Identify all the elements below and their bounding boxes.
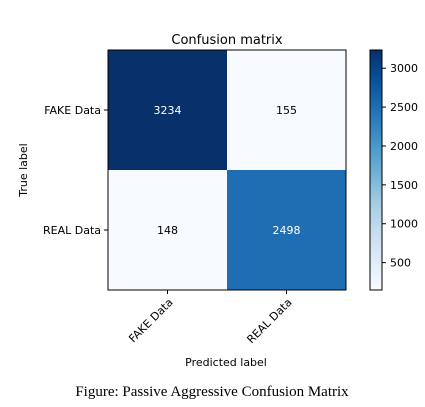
colorbar-tick-label: 1500 — [390, 179, 418, 192]
matrix-cells: 3234 155 148 2498 — [108, 50, 346, 290]
chart-title: Confusion matrix — [171, 33, 282, 48]
y-axis-ticks: FAKE Data REAL Data — [43, 104, 108, 237]
x-tick-label: FAKE Data — [126, 296, 175, 345]
cell-value-label-1-0: 148 — [157, 224, 178, 237]
cell-value-label-1-1: 2498 — [273, 224, 301, 237]
colorbar-tick-label: 2000 — [390, 140, 418, 153]
matrix-cell-0-1 — [227, 50, 346, 170]
cell-value-label-0-1: 155 — [276, 104, 297, 117]
x-axis-ticks: FAKE Data REAL Data — [126, 290, 295, 346]
y-tick-label: FAKE Data — [44, 104, 101, 117]
figure-caption: Figure: Passive Aggressive Confusion Mat… — [75, 384, 349, 400]
x-tick-label: REAL Data — [244, 296, 294, 346]
matrix-cell-1-0 — [108, 170, 227, 290]
colorbar — [369, 49, 383, 291]
colorbar-ticks: 500 1000 1500 2000 2500 3000 — [382, 62, 418, 270]
cell-value-label-0-0: 3234 — [154, 104, 182, 117]
matrix-cell-1-1 — [227, 170, 346, 290]
colorbar-tick-label: 500 — [390, 257, 411, 270]
colorbar-tick-label: 3000 — [390, 62, 418, 75]
colorbar-tick-label: 1000 — [390, 218, 418, 231]
y-tick-label: REAL Data — [43, 224, 101, 237]
matrix-cell-0-0 — [108, 50, 227, 170]
y-axis-label: True label — [17, 143, 30, 197]
plot-frame — [107, 49, 347, 291]
colorbar-tick-label: 2500 — [390, 101, 418, 114]
x-axis-label: Predicted label — [185, 356, 267, 369]
